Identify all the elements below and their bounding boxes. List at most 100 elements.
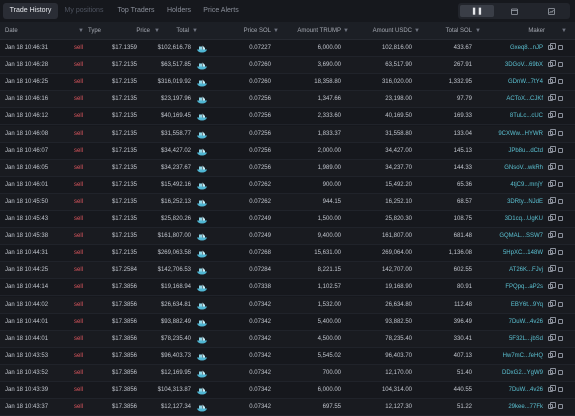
external-link-icon[interactable]: [556, 382, 563, 399]
external-link-icon[interactable]: [556, 399, 563, 416]
external-link-icon[interactable]: [556, 348, 563, 365]
external-link-icon[interactable]: [556, 57, 563, 74]
maker-address[interactable]: 8TuLc...cUC: [509, 113, 543, 120]
table-row[interactable]: Jan 18 10:45:43 sell $17.2135 $25,820.26…: [0, 211, 575, 229]
external-link-icon[interactable]: [556, 74, 563, 91]
maker-address[interactable]: 5HpXC...148W: [502, 250, 543, 257]
copy-icon[interactable]: [545, 160, 556, 177]
copy-icon[interactable]: [545, 91, 556, 108]
copy-icon[interactable]: [545, 211, 556, 228]
external-link-icon[interactable]: [556, 177, 563, 194]
copy-icon[interactable]: [545, 245, 556, 262]
external-link-icon[interactable]: [556, 331, 563, 348]
table-row[interactable]: Jan 18 10:45:50 sell $17.2135 $16,252.13…: [0, 193, 575, 211]
table-row[interactable]: Jan 18 10:46:08 sell $17.2135 $31,558.77…: [0, 125, 575, 143]
tab-top-traders[interactable]: Top Traders: [117, 7, 155, 14]
external-link-icon[interactable]: [556, 108, 563, 125]
copy-icon[interactable]: [545, 331, 556, 348]
maker-address[interactable]: 7DuW...4v26: [508, 318, 543, 325]
maker-address[interactable]: GDnW...7tY4: [507, 79, 543, 86]
col-total[interactable]: Total: [176, 28, 189, 34]
copy-icon[interactable]: [545, 228, 556, 245]
maker-address[interactable]: 5F32L...jbSd: [508, 335, 543, 342]
tab-price-alerts[interactable]: Price Alerts: [203, 7, 239, 14]
maker-address[interactable]: 3D1cq...UgKU: [504, 216, 543, 222]
copy-icon[interactable]: [545, 74, 556, 91]
external-link-icon[interactable]: [556, 279, 563, 296]
maker-address[interactable]: 3DGoV...69bX: [504, 62, 543, 69]
external-link-icon[interactable]: [556, 40, 563, 57]
tab-trade-history[interactable]: Trade History: [3, 3, 58, 19]
maker-address[interactable]: JPb8u...dCtd: [508, 147, 543, 154]
table-row[interactable]: Jan 18 10:45:38 sell $17.2135 $161,807.0…: [0, 228, 575, 246]
copy-icon[interactable]: [545, 382, 556, 399]
table-row[interactable]: Jan 18 10:46:25 sell $17.2135 $316,019.9…: [0, 74, 575, 92]
external-link-icon[interactable]: [556, 297, 563, 314]
table-row[interactable]: Jan 18 10:44:25 sell $17.2584 $142,706.5…: [0, 262, 575, 280]
external-link-icon[interactable]: [556, 160, 563, 177]
external-link-icon[interactable]: [556, 91, 563, 108]
maker-address[interactable]: ACToX...CJKf: [506, 96, 543, 103]
external-link-icon[interactable]: [556, 262, 563, 279]
tab-holders[interactable]: Holders: [166, 7, 192, 14]
filter-icon[interactable]: ▼: [475, 28, 481, 34]
chart-icon[interactable]: [534, 5, 568, 17]
table-row[interactable]: Jan 18 10:46:12 sell $17.2135 $40,169.45…: [0, 108, 575, 126]
copy-icon[interactable]: [545, 143, 556, 160]
maker-address[interactable]: 4tjC9...mnjY: [510, 181, 543, 188]
filter-icon[interactable]: ▼: [154, 28, 160, 34]
pause-icon[interactable]: ❚❚: [460, 5, 494, 17]
table-row[interactable]: Jan 18 10:46:07 sell $17.2135 $34,427.02…: [0, 143, 575, 160]
col-price[interactable]: Price: [136, 28, 150, 34]
maker-address[interactable]: GNsoV...wkRh: [504, 164, 543, 171]
maker-address[interactable]: Gxeq8...nJP: [509, 45, 543, 51]
external-link-icon[interactable]: [556, 126, 563, 143]
table-row[interactable]: Jan 18 10:43:52 sell $17.3856 $12,169.95…: [0, 364, 575, 382]
tab-my-positions[interactable]: My positions: [64, 7, 104, 14]
external-link-icon[interactable]: [556, 365, 563, 382]
copy-icon[interactable]: [545, 314, 556, 331]
maker-address[interactable]: AT26K...FJvj: [509, 267, 543, 274]
external-link-icon[interactable]: [556, 314, 563, 331]
maker-address[interactable]: 7DuW...4v26: [508, 387, 543, 393]
table-row[interactable]: Jan 18 10:44:14 sell $17.3856 $19,168.94…: [0, 279, 575, 297]
external-link-icon[interactable]: [556, 228, 563, 245]
copy-icon[interactable]: [545, 194, 556, 211]
copy-icon[interactable]: [545, 399, 556, 416]
table-row[interactable]: Jan 18 10:43:53 sell $17.3856 $96,403.73…: [0, 348, 575, 365]
table-row[interactable]: Jan 18 10:46:28 sell $17.2135 $63,517.85…: [0, 57, 575, 75]
table-row[interactable]: Jan 18 10:46:01 sell $17.2135 $15,492.16…: [0, 177, 575, 194]
maker-address[interactable]: GQMAL...SSW7: [499, 233, 543, 240]
table-row[interactable]: Jan 18 10:44:02 sell $17.3856 $26,634.81…: [0, 296, 575, 314]
copy-icon[interactable]: [545, 57, 556, 74]
filter-icon[interactable]: ▼: [78, 28, 84, 34]
copy-icon[interactable]: [545, 348, 556, 365]
external-link-icon[interactable]: [556, 211, 563, 228]
col-type[interactable]: Type: [88, 28, 102, 34]
copy-icon[interactable]: [545, 297, 556, 314]
external-link-icon[interactable]: [556, 143, 563, 160]
table-row[interactable]: Jan 18 10:43:37 sell $17.3856 $12,127.34…: [0, 399, 575, 416]
table-row[interactable]: Jan 18 10:43:39 sell $17.3856 $104,313.8…: [0, 382, 575, 400]
col-total-sol[interactable]: Total SOL: [445, 28, 472, 34]
filter-icon[interactable]: ▼: [414, 28, 420, 34]
maker-address[interactable]: 3DRty...NJdE: [507, 198, 543, 205]
maker-address[interactable]: 29kee...77Fk: [508, 404, 543, 411]
table-row[interactable]: Jan 18 10:46:31 sell $17.1359 $102,616.7…: [0, 40, 575, 58]
table-row[interactable]: Jan 18 10:46:05 sell $17.2135 $34,237.67…: [0, 159, 575, 177]
copy-icon[interactable]: [545, 40, 556, 57]
external-link-icon[interactable]: [556, 194, 563, 211]
filter-icon[interactable]: ▼: [192, 28, 198, 34]
copy-icon[interactable]: [545, 365, 556, 382]
col-maker[interactable]: Maker: [528, 28, 545, 34]
table-row[interactable]: Jan 18 10:44:01 sell $17.3856 $93,882.49…: [0, 314, 575, 331]
maker-address[interactable]: 9CXWw...HYWR: [498, 130, 543, 137]
col-date[interactable]: Date: [5, 28, 18, 34]
col-amount-trump[interactable]: Amount TRUMP: [297, 28, 341, 34]
copy-icon[interactable]: [545, 262, 556, 279]
col-amount-usdc[interactable]: Amount USDC: [372, 28, 412, 34]
copy-icon[interactable]: [545, 279, 556, 296]
copy-icon[interactable]: [545, 177, 556, 194]
maker-address[interactable]: Hw7mC...feHQ: [502, 352, 543, 359]
filter-icon[interactable]: ▼: [273, 28, 279, 34]
